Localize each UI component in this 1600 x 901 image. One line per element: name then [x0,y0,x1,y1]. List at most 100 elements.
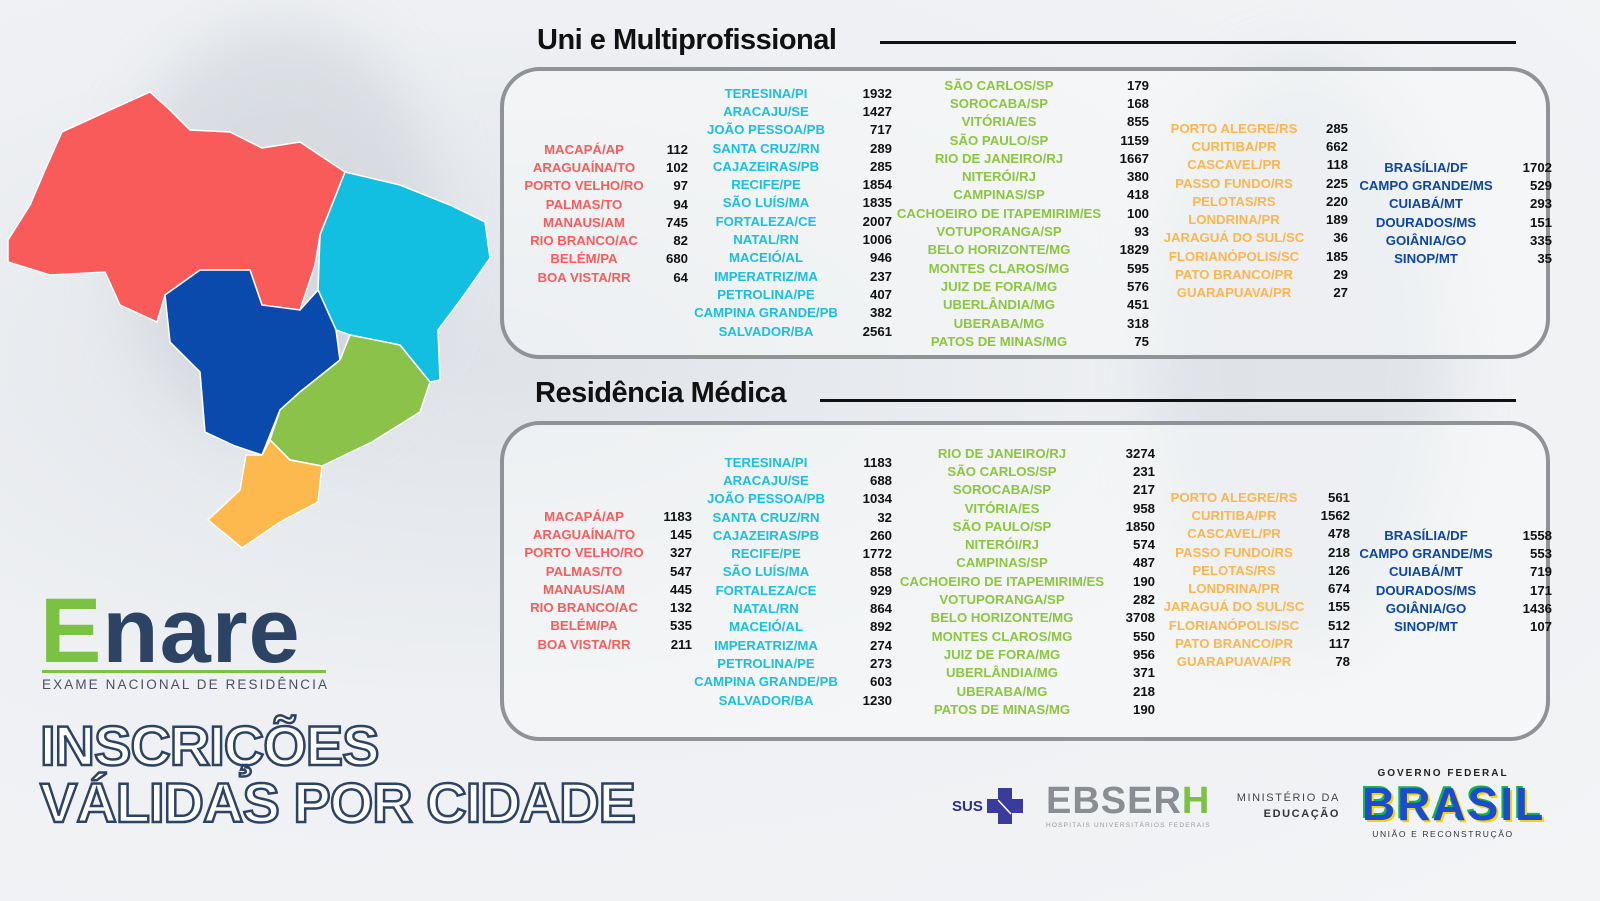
city-name: MONTES CLAROS/MG [928,260,1070,276]
map-region-southeast [269,334,431,467]
city-name: FLORIANÓPOLIS/SC [1168,248,1300,264]
city-row: GOIÂNIA/GO 335 [1352,231,1552,249]
city-name: FORTALEZA/CE [715,213,817,229]
city-name: RECIFE/PE [731,546,801,562]
registration-count: 407 [869,286,892,302]
city-name: BOA VISTA/RR [537,636,631,652]
registration-count: 745 [665,214,688,230]
registration-count: 855 [1126,114,1149,130]
city-row: SINOP/MT 35 [1352,249,1552,267]
registration-count: 132 [669,600,692,616]
city-row: SÃO PAULO/SP 1159 [893,131,1149,149]
city-name: SÃO CARLOS/SP [947,463,1057,479]
city-row: JOÃO PESSOA/PB 1034 [690,490,892,508]
ebserh-logo: EBSERH HOSPITAIS UNIVERSITÁRIOS FEDERAIS [1046,782,1211,829]
registration-count: 190 [1132,573,1155,589]
city-name: TERESINA/PI [724,454,808,470]
city-name: ARAGUAÍNA/TO [532,159,636,175]
registration-count: 1230 [862,692,892,708]
city-name: PETROLINA/PE [717,655,815,671]
city-name: NITERÓI/RJ [964,537,1039,553]
city-row: UBERABA/MG 318 [893,314,1149,332]
city-name: MACEIÓ/AL [729,619,803,635]
registration-count: 1854 [862,177,892,193]
city-name: CAJAZEIRAS/PB [712,527,820,543]
city-name: PATOS DE MINAS/MG [930,333,1068,349]
registration-count: 717 [869,122,892,138]
city-row: UBERLÂNDIA/MG 451 [893,296,1149,314]
city-row: MACEIÓ/AL 946 [690,249,892,267]
registration-count: 225 [1325,175,1348,191]
city-name: BRASÍLIA/DF [1384,159,1468,175]
headline-line-2: VÁLIDAS POR CIDADE [39,771,637,834]
section-divider [880,41,1516,44]
city-name: RIO DE JANEIRO/RJ [937,445,1067,461]
city-row: SALVADOR/BA 1230 [690,691,892,709]
registration-count: 293 [1529,196,1552,212]
city-row: VOTUPORANGA/SP 282 [893,590,1155,608]
city-row: CAMPINAS/SP 487 [893,554,1155,572]
registration-count: 674 [1327,581,1350,597]
registration-count: 112 [666,141,688,157]
city-name: ARACAJU/SE [723,472,809,488]
registration-count: 719 [1529,564,1552,580]
registration-count: 94 [673,196,688,212]
map-region-south [206,438,323,549]
registration-count: 1835 [862,195,892,211]
registration-count: 237 [869,268,892,284]
city-column-cyan: TERESINA/PI 1183 ARACAJU/SE 688 JOÃO PESSOA/… [690,453,892,709]
panel-residencia-medica [500,421,1550,741]
city-row: SÃO PAULO/SP 1850 [893,517,1155,535]
city-row: PASSO FUNDO/RS 225 [1160,174,1348,192]
city-row: PALMAS/TO 94 [520,195,688,213]
city-name: CAMPINAS/SP [956,555,1048,571]
logo-letter: E [40,580,103,682]
registration-count: 535 [669,618,692,634]
registration-count: 282 [1132,592,1155,608]
city-row: CURITIBA/PR 662 [1160,137,1349,155]
gov-top-text: GOVERNO FEDERAL [1377,768,1509,779]
city-name: MACAPÁ/AP [544,141,624,157]
registration-count: 3708 [1125,610,1155,626]
city-row: VITÓRIA/ES 855 [893,113,1149,131]
registration-count: 155 [1327,599,1350,615]
city-name: PORTO VELHO/RO [524,178,644,194]
registration-count: 318 [1126,315,1149,331]
city-row: JUIZ DE FORA/MG 576 [893,277,1149,295]
registration-count: 680 [665,251,688,267]
sus-text: SUS [952,797,983,815]
city-name: UBERLÂNDIA/MG [942,297,1056,313]
city-name: CURITIBA/PR [1191,507,1277,523]
city-name: PORTO VELHO/RO [524,545,644,561]
registration-count: 946 [869,250,892,266]
city-name: PATOS DE MINAS/MG [933,701,1071,717]
city-name: IMPERATRIZ/MA [714,268,818,284]
registration-count: 892 [869,619,892,635]
city-column-green: RIO DE JANEIRO/RJ 3274 SÃO CARLOS/SP 231 SOR… [893,444,1155,718]
registration-count: 102 [665,159,688,175]
mec-logo: MINISTÉRIO DA EDUCAÇÃO [1228,792,1340,820]
registration-count: 1850 [1125,518,1155,534]
registration-count: 260 [869,527,892,543]
city-row: PELOTAS/RS 126 [1160,561,1350,579]
city-name: FORTALEZA/CE [715,582,817,598]
city-name: BELÉM/PA [550,618,618,634]
city-row: NATAL/RN 864 [690,599,892,617]
city-name: SÃO LUÍS/MA [722,195,810,211]
city-name: BELO HORIZONTE/MG [927,242,1071,258]
city-row: PORTO VELHO/RO 327 [520,544,692,562]
city-name: GOIÂNIA/GO [1385,600,1467,616]
registration-count: 2007 [862,213,892,229]
city-row: NITERÓI/RJ 574 [893,535,1155,553]
city-row: ARAGUAÍNA/TO 145 [520,525,692,543]
registration-count: 107 [1529,619,1552,635]
registration-count: 858 [869,564,892,580]
ebserh-h: H [1181,780,1211,822]
city-name: CURITIBA/PR [1191,138,1277,154]
registration-count: 547 [669,563,692,579]
registration-count: 1829 [1119,242,1149,258]
city-column-orange: PORTO ALEGRE/RS 285 CURITIBA/PR 662 CASCAVEL… [1160,119,1348,302]
city-row: PATOS DE MINAS/MG 75 [893,332,1149,350]
city-row: CASCAVEL/PR 118 [1160,156,1348,174]
city-name: GUARAPUAVA/PR [1176,654,1292,670]
